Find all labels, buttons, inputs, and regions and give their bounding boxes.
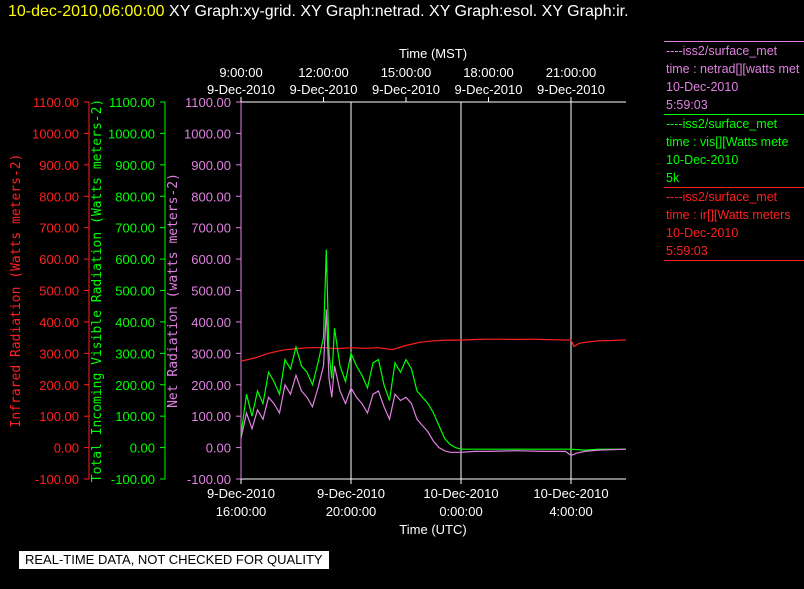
y-tick-label-ir: 100.00 (39, 409, 79, 424)
bottom-tick-date: 9-Dec-2010 (207, 486, 275, 501)
y-tick-label-net: 1100.00 (185, 95, 231, 110)
timestamp: 10-dec-2010,06:00:00 (8, 3, 165, 20)
bottom-tick-label: 16:00:00 (216, 504, 267, 519)
y-tick-label-vis: 500.00 (115, 284, 155, 299)
legend-entry-line3: 10-Dec-2010 (666, 80, 739, 94)
y-tick-label-net: 800.00 (191, 189, 231, 204)
y-tick-label-ir: 200.00 (39, 378, 79, 393)
y-tick-label-vis: 1000.00 (108, 126, 155, 141)
y-tick-label-net: 300.00 (191, 346, 231, 361)
y-tick-label-net: 1000.00 (184, 126, 231, 141)
y-tick-label-net: 600.00 (191, 252, 231, 267)
legend-entry-line2: time : vis[][Watts mete (666, 135, 789, 149)
y-tick-label-vis: 0.00 (130, 441, 155, 456)
y-tick-label-vis: 700.00 (115, 221, 155, 236)
y-tick-label-ir: 400.00 (39, 315, 79, 330)
top-axis-title: Time (MST) (399, 46, 467, 61)
series-line-vis (240, 249, 626, 451)
y-tick-label-vis: 600.00 (115, 252, 155, 267)
y-tick-label-ir: 0.00 (54, 441, 79, 456)
top-tick-label: 21:00:00 (546, 65, 597, 80)
bottom-tick-date: 10-Dec-2010 (533, 486, 608, 501)
top-tick-date: 9-Dec-2010 (537, 82, 605, 97)
legend-entry-line3: 10-Dec-2010 (666, 226, 739, 240)
legend-divider (664, 260, 804, 261)
y-axis-title-ir: Infrared Radiation (Watts meters-2) (9, 154, 24, 428)
y-tick-label-ir: 500.00 (39, 284, 79, 299)
bottom-tick-date: 9-Dec-2010 (317, 486, 385, 501)
y-tick-label-net: 700.00 (191, 221, 231, 236)
y-tick-label-vis: -100.00 (111, 472, 155, 487)
bottom-axis-title: Time (UTC) (399, 522, 466, 537)
y-tick-label-net: 200.00 (191, 378, 231, 393)
y-tick-label-vis: 400.00 (115, 315, 155, 330)
top-tick-label: 18:00:00 (463, 65, 514, 80)
y-tick-label-net: 500.00 (191, 284, 231, 299)
top-tick-date: 9-Dec-2010 (372, 82, 440, 97)
y-tick-label-ir: 1000.00 (32, 126, 79, 141)
y-tick-label-ir: 800.00 (39, 189, 79, 204)
series-line-net (240, 309, 627, 457)
y-tick-label-ir: 300.00 (39, 346, 79, 361)
y-tick-label-vis: 1100.00 (109, 95, 155, 110)
bottom-tick-label: 4:00:00 (549, 504, 592, 519)
y-tick-label-net: 100.00 (191, 409, 231, 424)
y-tick-label-vis: 100.00 (115, 409, 155, 424)
y-tick-label-ir: 700.00 (39, 221, 79, 236)
legend-entry-line2: time : ir[][Watts meters (666, 208, 791, 222)
top-tick-label: 12:00:00 (298, 65, 349, 80)
graph-header: 10-dec-2010,06:00:00 XY Graph:xy-grid. X… (8, 3, 629, 21)
y-tick-label-net: 900.00 (191, 158, 231, 173)
y-tick-label-ir: 900.00 (39, 158, 79, 173)
series-line-ir (240, 338, 627, 362)
y-tick-label-net: 0.00 (206, 441, 231, 456)
bottom-tick-label: 0:00:00 (439, 504, 482, 519)
y-tick-label-ir: -100.00 (35, 472, 79, 487)
legend-entry-source: ----iss2/surface_met (666, 44, 778, 58)
top-tick-date: 9-Dec-2010 (290, 82, 358, 97)
bottom-tick-label: 20:00:00 (326, 504, 377, 519)
y-tick-label-ir: 1100.00 (33, 95, 79, 110)
y-tick-label-vis: 900.00 (115, 158, 155, 173)
y-tick-label-net: -100.00 (187, 472, 231, 487)
graph-list: XY Graph:xy-grid. XY Graph:netrad. XY Gr… (169, 3, 629, 20)
top-tick-label: 9:00:00 (219, 65, 262, 80)
y-tick-label-vis: 300.00 (115, 346, 155, 361)
y-axis-title-net: Net Radiation (watts meters-2) (166, 173, 181, 408)
bottom-tick-date: 10-Dec-2010 (423, 486, 498, 501)
legend-entry-line3: 10-Dec-2010 (666, 153, 739, 167)
y-tick-label-vis: 200.00 (115, 378, 155, 393)
legend-entry-line4: 5:59:03 (666, 98, 708, 112)
y-tick-label-net: 400.00 (191, 315, 231, 330)
quality-disclaimer: REAL-TIME DATA, NOT CHECKED FOR QUALITY (19, 551, 329, 569)
y-axis-title-vis: Total Incoming Visible Radiation (Watts … (90, 99, 105, 483)
top-tick-date: 9-Dec-2010 (455, 82, 523, 97)
top-tick-date: 9-Dec-2010 (207, 82, 275, 97)
top-tick-label: 15:00:00 (381, 65, 432, 80)
legend-entry-source: ----iss2/surface_met (666, 117, 778, 131)
legend-entry-line4: 5k (666, 171, 680, 185)
y-tick-label-vis: 800.00 (115, 189, 155, 204)
legend-entry-source: ----iss2/surface_met (666, 190, 778, 204)
legend-entry-line4: 5:59:03 (666, 244, 708, 258)
y-tick-label-ir: 600.00 (39, 252, 79, 267)
legend-entry-line2: time : netrad[][watts met (666, 62, 800, 76)
